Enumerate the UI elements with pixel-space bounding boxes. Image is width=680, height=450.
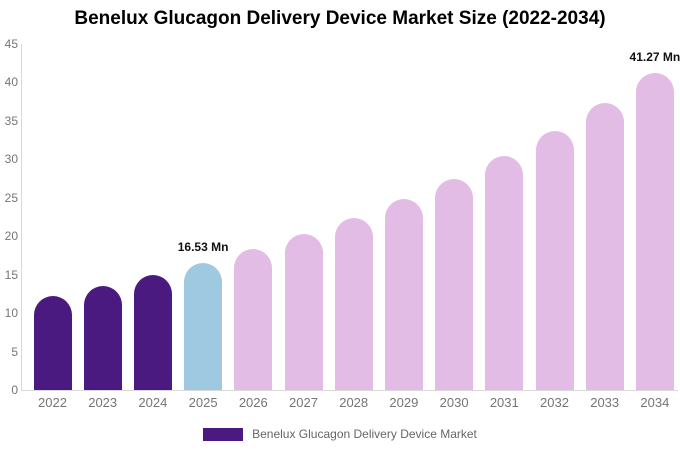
x-tick-label-2033: 2033 — [590, 395, 620, 410]
bar-2033 — [585, 103, 624, 390]
x-tick-label-2029: 2029 — [389, 395, 419, 410]
y-axis-line — [21, 44, 22, 390]
bar-2026 — [234, 249, 273, 390]
bar-2024 — [133, 275, 172, 390]
bar-2027 — [284, 234, 323, 390]
y-tick-label: 40 — [4, 75, 18, 90]
x-tick-label-2034: 2034 — [640, 395, 670, 410]
x-tick-label-2027: 2027 — [289, 395, 318, 410]
bar-2030 — [435, 178, 474, 390]
legend-label: Benelux Glucagon Delivery Device Market — [252, 427, 477, 441]
bar-2028 — [334, 217, 373, 390]
x-axis-line — [21, 390, 678, 391]
x-tick-label-2023: 2023 — [88, 395, 118, 410]
y-tick-label: 10 — [4, 306, 18, 321]
y-tick-label: 45 — [4, 37, 18, 51]
x-tick-label-2032: 2032 — [540, 395, 569, 410]
x-tick-label-2022: 2022 — [38, 395, 67, 410]
y-tick-label: 0 — [11, 383, 18, 397]
bar-2034 — [635, 72, 674, 390]
y-tick-label: 15 — [4, 267, 18, 282]
bar-2022 — [33, 296, 72, 390]
bar-2032 — [535, 130, 574, 390]
bar-2031 — [485, 156, 524, 390]
x-tick-label-2024: 2024 — [138, 395, 168, 410]
x-tick-label-2026: 2026 — [238, 395, 268, 410]
y-tick-label: 25 — [4, 190, 18, 205]
value-label-2025: 16.53 Mn — [177, 239, 229, 254]
x-tick-label-2031: 2031 — [489, 395, 519, 410]
bar-2029 — [384, 199, 423, 390]
chart-title: Benelux Glucagon Delivery Device Market … — [74, 8, 606, 29]
y-tick-label: 5 — [11, 344, 18, 359]
legend-swatch — [203, 427, 244, 441]
y-tick-label: 20 — [4, 229, 18, 244]
value-label-2034: 41.27 Mn — [629, 49, 680, 64]
x-tick-label-2030: 2030 — [439, 395, 469, 410]
bar-2023 — [83, 286, 122, 390]
legend: Benelux Glucagon Delivery Device Market — [0, 426, 680, 442]
x-tick-label-2028: 2028 — [339, 395, 369, 410]
y-tick-label: 30 — [4, 152, 18, 167]
y-tick-label: 35 — [4, 113, 18, 128]
x-tick-label-2025: 2025 — [188, 395, 218, 410]
bar-2025 — [184, 262, 223, 390]
